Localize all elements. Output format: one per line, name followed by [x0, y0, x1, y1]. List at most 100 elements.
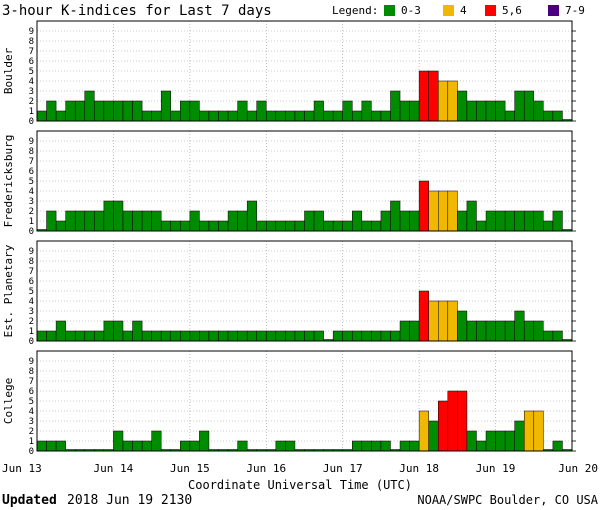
- k-index-bar: [457, 310, 468, 342]
- k-index-bar: [495, 430, 506, 452]
- k-index-bar: [294, 220, 305, 232]
- k-index-bar: [304, 330, 315, 342]
- legend-swatch-0-3: [384, 5, 395, 16]
- y-tick-label: 1: [29, 107, 34, 117]
- k-index-bar: [533, 210, 544, 232]
- k-index-bar: [256, 220, 267, 232]
- k-index-bar: [438, 190, 449, 232]
- k-index-bar: [266, 110, 277, 122]
- legend-item-4: 4: [460, 4, 467, 17]
- k-index-bar: [380, 210, 391, 232]
- k-index-bar: [418, 290, 429, 342]
- k-index-bar: [313, 330, 324, 342]
- panel-ylabel: Boulder: [2, 47, 15, 94]
- y-tick-label: 6: [29, 57, 34, 67]
- k-index-bar: [122, 330, 133, 342]
- k-index-bar: [332, 110, 343, 122]
- k-index-bar: [160, 90, 171, 122]
- k-index-bar: [466, 200, 477, 232]
- k-index-bar: [256, 330, 267, 342]
- k-index-bar: [180, 220, 191, 232]
- k-index-bar: [428, 420, 439, 452]
- x-tick-label: Jun 19: [476, 462, 516, 475]
- y-tick-label: 2: [29, 207, 34, 217]
- k-index-bar: [170, 110, 181, 122]
- k-index-bar: [94, 210, 105, 232]
- k-index-bar: [409, 320, 420, 342]
- k-index-bar: [141, 110, 152, 122]
- k-index-bar: [208, 220, 219, 232]
- k-index-bar: [371, 330, 382, 342]
- k-index-bar: [380, 330, 391, 342]
- x-tick-label: Jun 15: [170, 462, 210, 475]
- k-index-bar: [122, 100, 133, 122]
- k-index-bar: [227, 210, 238, 232]
- y-tick-label: 2: [29, 97, 34, 107]
- k-index-bar: [237, 330, 248, 342]
- k-index-bar: [342, 330, 353, 342]
- k-index-bar: [533, 320, 544, 342]
- k-index-bar: [352, 440, 363, 452]
- k-index-bar: [371, 440, 382, 452]
- k-index-bar: [84, 330, 95, 342]
- y-tick-label: 0: [29, 447, 34, 457]
- k-index-bar: [552, 110, 563, 122]
- k-index-bar: [227, 330, 238, 342]
- k-index-bar: [409, 100, 420, 122]
- y-tick-label: 6: [29, 277, 34, 287]
- k-index-bar: [552, 210, 563, 232]
- y-tick-label: 9: [29, 27, 34, 37]
- y-tick-label: 1: [29, 217, 34, 227]
- k-index-bar: [418, 70, 429, 122]
- k-index-bar: [495, 210, 506, 232]
- y-tick-label: 8: [29, 257, 34, 267]
- k-index-bar: [485, 100, 496, 122]
- k-index-bar: [285, 110, 296, 122]
- k-index-bar: [323, 220, 334, 232]
- k-index-bar: [199, 220, 210, 232]
- k-index-bar: [552, 330, 563, 342]
- k-index-bar: [371, 110, 382, 122]
- k-index-bar: [74, 210, 86, 232]
- k-index-bar: [189, 100, 200, 122]
- k-index-bar: [504, 210, 515, 232]
- k-index-bar: [342, 220, 353, 232]
- k-index-bar: [275, 440, 286, 452]
- x-tick-label: Jun 13: [2, 462, 42, 475]
- k-index-bar: [246, 330, 257, 342]
- k-index-bar: [514, 210, 525, 232]
- k-index-bar: [266, 220, 277, 232]
- k-index-bar: [294, 110, 305, 122]
- k-index-bar: [132, 210, 143, 232]
- k-index-bar: [122, 440, 133, 452]
- k-index-bar: [160, 220, 171, 232]
- credit: NOAA/SWPC Boulder, CO USA: [417, 493, 598, 507]
- k-index-bar: [514, 420, 525, 452]
- k-index-bar: [457, 210, 468, 232]
- k-index-bar: [466, 100, 477, 122]
- k-index-bar: [352, 210, 363, 232]
- k-index-bar: [113, 320, 124, 342]
- k-index-bar: [332, 330, 343, 342]
- k-index-bar: [94, 330, 105, 342]
- k-index-bar: [466, 430, 477, 452]
- k-index-bar: [361, 100, 372, 122]
- k-index-bar: [428, 70, 439, 122]
- legend-swatch-4: [443, 5, 454, 16]
- y-tick-label: 3: [29, 307, 34, 317]
- k-index-bar: [132, 320, 143, 342]
- k-index-bar: [113, 200, 124, 232]
- k-index-bar: [46, 440, 57, 452]
- k-index-bar: [476, 220, 487, 232]
- k-index-bar: [46, 210, 57, 232]
- k-index-bar: [543, 330, 554, 342]
- k-index-bar: [457, 90, 468, 122]
- y-tick-label: 6: [29, 167, 34, 177]
- k-index-bar: [285, 220, 296, 232]
- k-index-bar: [390, 200, 401, 232]
- k-index-bar: [533, 410, 544, 452]
- y-tick-label: 7: [29, 267, 34, 277]
- k-index-bar: [170, 220, 181, 232]
- k-index-bar: [438, 300, 449, 342]
